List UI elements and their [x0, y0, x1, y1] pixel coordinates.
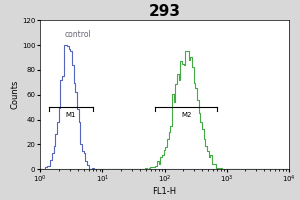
- Text: M1: M1: [66, 112, 76, 118]
- Text: M2: M2: [181, 112, 191, 118]
- Y-axis label: Counts: Counts: [10, 80, 19, 109]
- X-axis label: FL1-H: FL1-H: [153, 187, 177, 196]
- Text: control: control: [65, 30, 92, 39]
- Title: 293: 293: [148, 4, 181, 19]
